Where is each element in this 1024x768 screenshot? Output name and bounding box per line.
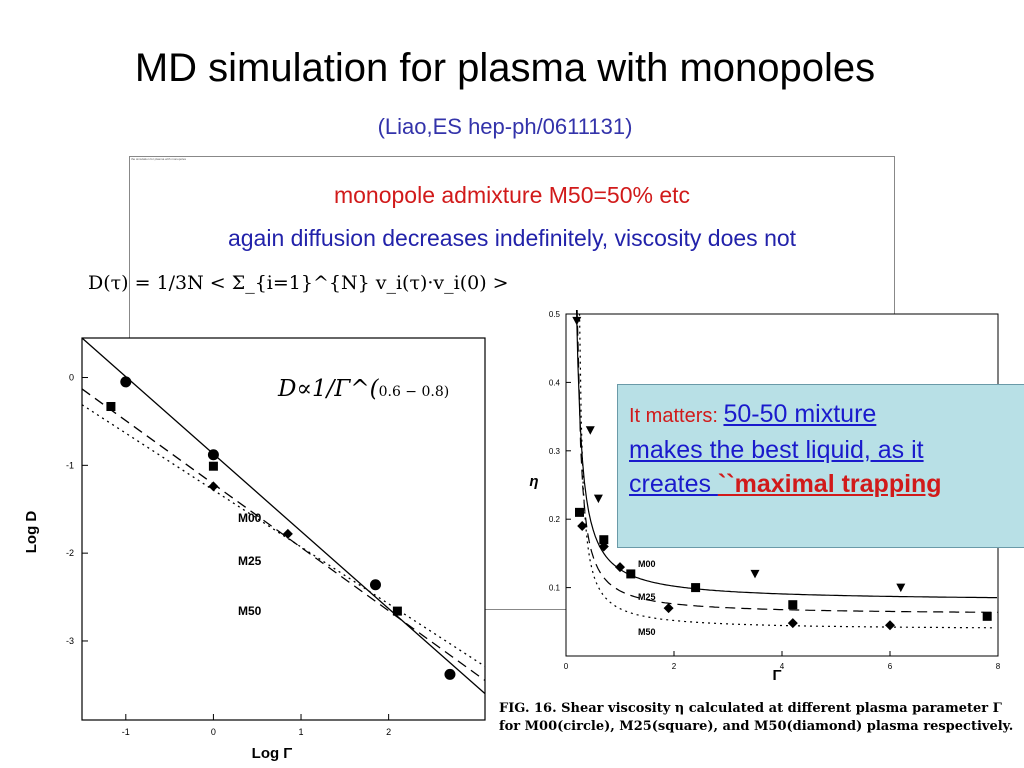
plot2-point-m50 (885, 620, 895, 631)
box-link-2[interactable]: makes the best liquid, as it (629, 436, 924, 464)
scaling-formula-main: D∝1/Γ^( (278, 376, 379, 402)
figure-caption: FIG. 16. Shear viscosity η calculated at… (499, 701, 1014, 734)
plot2-xtick-label: 0 (564, 662, 569, 671)
plot2-xtick-label: 2 (672, 662, 677, 671)
plot2-point-m25 (599, 535, 609, 545)
plot2-point-m25 (982, 611, 992, 621)
log-d-chart: -1 0 1 2 0 -1 -2 -3 M00 M25 M50 Log D Log Γ (23, 337, 486, 762)
plot1-fit-line-m50 (81, 404, 486, 667)
diffusion-formula: D(τ) = 1/3N < Σ_{i=1}^{N} v_i(τ)·v_i(0) … (88, 272, 509, 294)
scaling-formula: D∝1/Γ^(0.6 − 0.8) (278, 376, 449, 402)
plot2-ytick-label: 0.5 (549, 310, 561, 319)
plot2-point-m00 (896, 583, 906, 593)
plot2-xlabel: Γ (772, 667, 781, 684)
plot1-point-m50 (282, 528, 293, 539)
tiny-caption: the simulation for plasma with monopoles (131, 157, 187, 161)
plot2-series-label-m25: M25 (638, 592, 656, 602)
box-emphasis[interactable]: ``maximal trapping (717, 470, 942, 498)
plot2-point-m00 (585, 426, 595, 435)
plot2-point-m00 (572, 316, 582, 326)
plot2-series-label-m50: M50 (638, 627, 656, 637)
box-link-1[interactable]: 50-50 mixture (723, 400, 877, 428)
plot2-point-m50 (615, 562, 625, 573)
plot1-ytick-label: -2 (66, 548, 74, 558)
diffusion-note: again diffusion decreases indefinitely, … (227, 225, 797, 251)
plot1-xtick-label: -1 (122, 727, 130, 737)
plot1-frame (81, 337, 486, 721)
slide-subtitle: (Liao,ES hep-ph/0611131) (377, 114, 633, 139)
plot2-point-m25 (691, 583, 701, 593)
plot1-fit-line-m00 (81, 337, 486, 695)
plot1-series-label-m50: M50 (238, 604, 262, 618)
plot2-ytick-label: 0.3 (549, 447, 561, 456)
plot1-point-m50 (208, 481, 219, 492)
plot2-ylabel: η (529, 473, 538, 490)
plot2-point-m25 (626, 569, 636, 579)
highlight-box: It matters: 50-50 mixture makes the best… (617, 384, 1024, 548)
plot2-point-m50 (663, 603, 674, 614)
plot1-ylabel: Log D (23, 511, 40, 554)
plot2-point-m50 (577, 521, 588, 532)
plot2-ytick-label: 0.4 (549, 378, 561, 387)
plot2-ytick-label: 0.2 (549, 515, 561, 524)
plot1-xlabel: Log Γ (252, 745, 293, 762)
slide-title: MD simulation for plasma with monopoles (134, 46, 876, 90)
plot1-point-m25 (106, 401, 116, 411)
admixture-note: monopole admixture M50=50% etc (333, 182, 691, 208)
plot1-ytick-label: -1 (66, 460, 74, 470)
plot1-ytick-label: -3 (66, 636, 74, 646)
plot2-curve-m00 (575, 310, 997, 599)
plot2-xtick-label: 4 (780, 662, 785, 671)
plot1-point-m00 (369, 579, 381, 591)
plot1-point-m00 (120, 376, 132, 388)
plot2-curve-m50 (578, 310, 996, 629)
plot1-point-m25 (208, 461, 218, 471)
plot1-xtick-label: 2 (386, 727, 391, 737)
plot1-xtick-label: 1 (299, 727, 304, 737)
plot1-fit-line-m25 (81, 388, 486, 682)
box-link-3[interactable]: creates (629, 470, 718, 498)
plot1-series-label-m00: M00 (238, 511, 262, 525)
plot2-point-m25 (575, 507, 584, 517)
plot1-ytick-label: 0 (69, 373, 74, 383)
box-prefix: It matters: (629, 405, 724, 427)
scaling-formula-exponent: 0.6 − 0.8) (378, 384, 450, 400)
plot2-ytick-label: 0.1 (549, 584, 561, 593)
plot2-point-m25 (788, 600, 798, 610)
plot2-point-m50 (787, 618, 798, 629)
plot2-xtick-label: 6 (888, 662, 893, 671)
plot2-xtick-label: 8 (996, 662, 1001, 671)
plot1-point-m00 (207, 449, 219, 461)
plot2-point-m00 (593, 494, 603, 504)
plot2-point-m00 (750, 569, 760, 579)
plot2-series-label-m00: M00 (638, 559, 656, 569)
plot2-curve-m25 (576, 310, 998, 613)
plot1-xtick-label: 0 (211, 727, 216, 737)
plot2-point-m50 (598, 541, 609, 552)
plot1-series-label-m25: M25 (238, 554, 262, 568)
plot1-point-m25 (392, 606, 402, 616)
plot1-point-m00 (444, 668, 456, 680)
